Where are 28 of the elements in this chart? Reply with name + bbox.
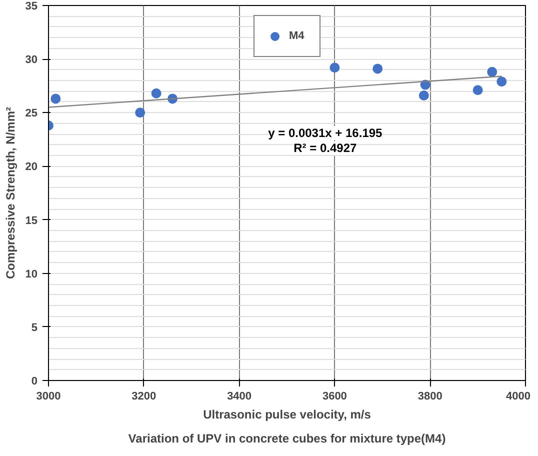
annotation: y = 0.0031x + 16.195 R² = 0.4927 <box>268 126 383 155</box>
y-axis-title: Compressive Strength, N/mm² <box>3 106 18 280</box>
legend-label: M4 <box>289 30 306 42</box>
point <box>496 76 507 87</box>
x-tick-label: 4000 <box>506 390 531 402</box>
point <box>50 94 61 104</box>
point <box>418 90 429 100</box>
y-tick-label: 25 <box>25 108 38 120</box>
text: Variation of UPV in concrete cubes for mixture type(M4) <box>128 432 446 446</box>
point <box>372 64 383 74</box>
point <box>135 108 146 118</box>
y-tick-label: 0 <box>31 376 38 388</box>
point <box>472 85 483 96</box>
y-tick-label: 30 <box>25 54 38 66</box>
point <box>487 66 498 77</box>
y-tick-label: 5 <box>31 322 38 334</box>
x-tick-label: 3400 <box>227 390 252 402</box>
point <box>330 62 340 73</box>
y-tick-label: 15 <box>25 214 38 227</box>
y-tick-label: 10 <box>25 268 38 280</box>
x-tick-label: 3800 <box>418 390 442 402</box>
x-axis-title: Ultrasonic pulse velocity, m/s <box>203 408 372 422</box>
x-tick-label: 3000 <box>36 390 61 402</box>
point <box>151 88 162 98</box>
x-tick-label: 3200 <box>132 390 156 402</box>
x-tick-label: 3600 <box>322 390 347 402</box>
y-tick-label: 20 <box>25 161 38 174</box>
y-tick-label: 35 <box>25 0 38 12</box>
